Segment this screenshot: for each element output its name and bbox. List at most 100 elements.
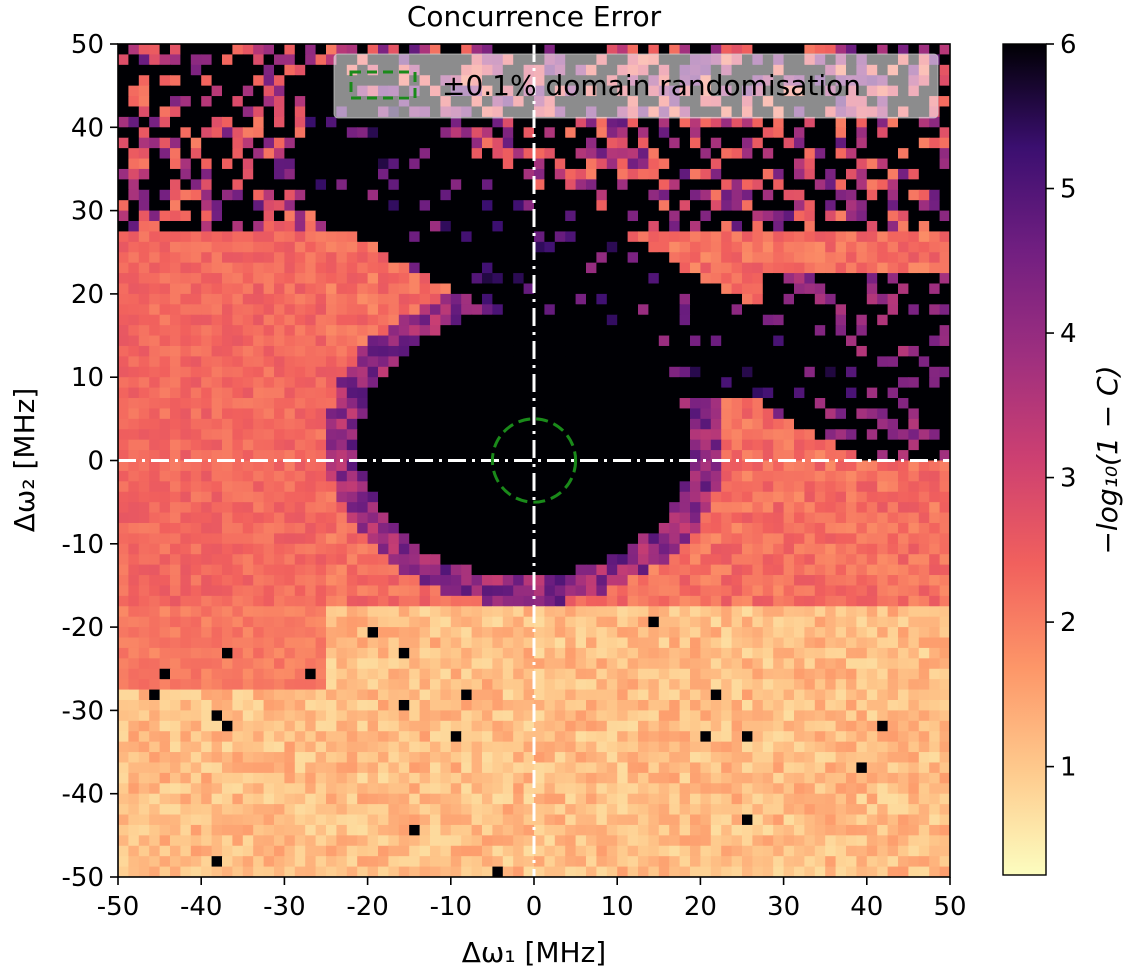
heatmap-cell [544, 377, 556, 389]
heatmap-cell [731, 575, 743, 587]
heatmap-cell [440, 418, 452, 430]
heatmap-cell [523, 575, 535, 587]
heatmap-cell [242, 366, 254, 378]
heatmap-cell [502, 408, 514, 420]
heatmap-cell [814, 210, 826, 222]
heatmap-cell [554, 543, 566, 555]
heatmap-cell [482, 44, 493, 56]
heatmap-cell [232, 231, 244, 243]
heatmap-cell [523, 408, 535, 420]
heatmap-cell [606, 450, 618, 462]
heatmap-cell [606, 345, 618, 357]
heatmap-cell [409, 345, 421, 357]
heatmap-cell [908, 356, 920, 368]
heatmap-cell [658, 429, 670, 441]
heatmap-cell [367, 241, 379, 253]
heatmap-cell [326, 491, 337, 503]
heatmap-cell [523, 137, 535, 149]
heatmap-cell [190, 189, 202, 201]
heatmap-cell [908, 543, 920, 555]
heatmap-cell [586, 241, 597, 253]
heatmap-cell [669, 273, 681, 285]
heatmap-cell [419, 345, 431, 357]
heatmap-cell [294, 158, 306, 170]
heatmap-cell [804, 168, 816, 180]
heatmap-cell [201, 210, 213, 222]
heatmap-cell [804, 252, 816, 264]
heatmap-cell [492, 575, 504, 587]
heatmap-cell [596, 116, 608, 128]
heatmap-cell [575, 418, 587, 430]
heatmap-cell [201, 543, 213, 555]
heatmap-cell [908, 398, 920, 410]
heatmap-cell [554, 616, 566, 628]
heatmap-cell [513, 679, 525, 691]
heatmap-cell [336, 210, 348, 222]
heatmap-cell [742, 252, 753, 264]
heatmap-cell [918, 491, 930, 503]
heatmap-cell [170, 470, 181, 482]
heatmap-cell [700, 481, 712, 493]
heatmap-cell [284, 668, 296, 680]
heatmap-cell [866, 637, 878, 649]
heatmap-cell [544, 179, 556, 191]
heatmap-cell [617, 200, 629, 212]
heatmap-cell [700, 158, 712, 170]
heatmap-cell [918, 221, 930, 233]
heatmap-cell [274, 345, 285, 357]
heatmap-cell [222, 168, 233, 180]
heatmap-cell [534, 44, 545, 56]
heatmap-cell [513, 127, 525, 139]
heatmap-cell [523, 627, 535, 639]
heatmap-cell [752, 408, 764, 420]
heatmap-cell [419, 450, 431, 462]
heatmap-cell [669, 200, 681, 212]
heatmap-cell [326, 543, 337, 555]
heatmap-cell [908, 179, 920, 191]
heatmap-cell [554, 345, 566, 357]
heatmap-cell [918, 387, 930, 399]
heatmap-cell [752, 595, 764, 607]
heatmap-cell [315, 627, 327, 639]
heatmap-cell [222, 512, 233, 524]
heatmap-cell [804, 273, 816, 285]
heatmap-cell [513, 189, 525, 201]
heatmap-cell [138, 398, 150, 410]
heatmap-cell [523, 637, 535, 649]
heatmap-cell [305, 679, 317, 691]
heatmap-cell [627, 304, 639, 316]
heatmap-cell [201, 554, 213, 566]
heatmap-cell [939, 85, 950, 97]
heatmap-cell [544, 512, 556, 524]
heatmap-cell [513, 179, 525, 191]
heatmap-cell [211, 148, 223, 160]
heatmap-cell [814, 647, 826, 659]
heatmap-cell [825, 273, 837, 285]
heatmap-cell [783, 502, 795, 514]
heatmap-cell [482, 439, 493, 451]
heatmap-cell [378, 116, 389, 128]
heatmap-cell [346, 564, 358, 576]
heatmap-cell [908, 658, 920, 670]
heatmap-cell [679, 585, 691, 597]
heatmap-cell [378, 262, 389, 274]
heatmap-cell [336, 231, 348, 243]
heatmap-cell [690, 575, 701, 587]
heatmap-cell [898, 543, 909, 555]
heatmap-cell [814, 44, 826, 56]
heatmap-cell [898, 512, 909, 524]
heatmap-cell [274, 429, 285, 441]
heatmap-cell [482, 387, 493, 399]
heatmap-cell [523, 200, 535, 212]
heatmap-cell [180, 210, 192, 222]
heatmap-cell [242, 85, 254, 97]
heatmap-cell [201, 585, 213, 597]
heatmap-cell [523, 366, 535, 378]
heatmap-cell [388, 179, 400, 191]
heatmap-cell [794, 439, 805, 451]
heatmap-cell [190, 408, 202, 420]
heatmap-cell [939, 200, 950, 212]
heatmap-cell [138, 116, 150, 128]
heatmap-cell [814, 116, 826, 128]
heatmap-cell [388, 304, 400, 316]
